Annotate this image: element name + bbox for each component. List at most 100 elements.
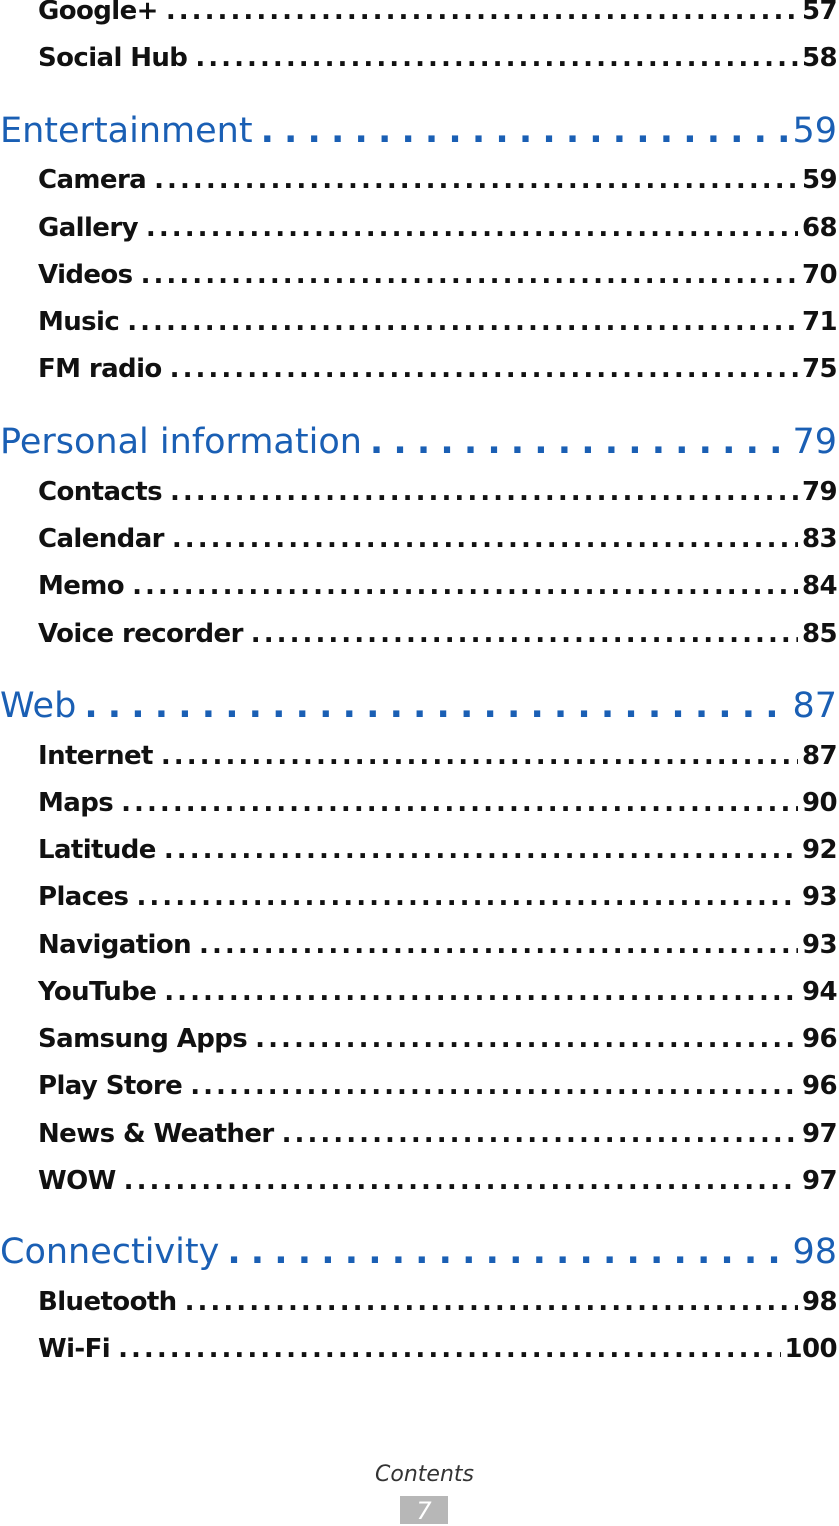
toc-entry-social-hub[interactable]: Social Hub 58 — [0, 43, 839, 83]
toc-entry-label: Calendar — [38, 524, 164, 554]
toc-entry-label: Gallery — [38, 213, 139, 243]
toc-section-page: 98 — [792, 1232, 837, 1272]
toc-entry-page: 68 — [802, 213, 838, 243]
toc-section-label: Entertainment — [0, 111, 253, 151]
toc-entry-youtube[interactable]: YouTube 94 — [0, 977, 839, 1017]
toc-entry-page: 100 — [784, 1334, 838, 1364]
toc-entry-page: 57 — [802, 0, 838, 26]
toc-entry-page: 97 — [802, 1119, 838, 1149]
toc-entry-label: News & Weather — [38, 1119, 274, 1149]
toc-entry-page: 94 — [802, 977, 838, 1007]
toc-entry-label: Social Hub — [38, 43, 188, 73]
dot-leader — [141, 260, 798, 290]
toc-entry-calendar[interactable]: Calendar 83 — [0, 524, 839, 564]
dot-leader — [127, 307, 798, 337]
toc-entry-contacts[interactable]: Contacts 79 — [0, 477, 839, 517]
toc-entry-page: 90 — [802, 788, 838, 818]
dot-leader — [132, 571, 798, 601]
dot-leader — [146, 213, 798, 243]
toc-entry-memo[interactable]: Memo 84 — [0, 571, 839, 611]
toc-entry-navigation[interactable]: Navigation 93 — [0, 930, 839, 970]
toc-entry-page: 59 — [802, 165, 838, 195]
toc-entry-page: 84 — [802, 571, 838, 601]
footer-contents-label: Contents — [375, 1462, 474, 1487]
dot-leader — [170, 477, 798, 507]
dot-leader — [261, 111, 789, 151]
toc-entry-label: Camera — [38, 165, 147, 195]
dot-leader — [136, 882, 798, 912]
dot-leader — [161, 741, 798, 771]
dot-leader — [170, 354, 798, 384]
toc-entry-label: Wi-Fi — [38, 1334, 111, 1364]
toc-entry-latitude[interactable]: Latitude 92 — [0, 835, 839, 875]
toc-section-entertainment[interactable]: Entertainment 59 — [0, 111, 839, 159]
toc-entry-label: WOW — [38, 1166, 116, 1196]
dot-leader — [164, 835, 798, 865]
toc-entry-page: 75 — [802, 354, 838, 384]
toc-section-connectivity[interactable]: Connectivity 98 — [0, 1232, 839, 1280]
toc-entry-label: Samsung Apps — [38, 1024, 248, 1054]
toc-entry-news-weather[interactable]: News & Weather 97 — [0, 1119, 839, 1159]
toc-section-personal-information[interactable]: Personal information 79 — [0, 422, 839, 470]
toc-entry-camera[interactable]: Camera 59 — [0, 165, 839, 205]
toc-entry-page: 98 — [802, 1287, 838, 1317]
dot-leader — [251, 619, 798, 649]
toc-section-label: Connectivity — [0, 1232, 220, 1272]
toc-entry-page: 70 — [802, 260, 838, 290]
dot-leader — [195, 43, 798, 73]
dot-leader — [164, 977, 798, 1007]
dot-leader — [282, 1119, 798, 1149]
toc-entry-page: 92 — [802, 835, 838, 865]
dot-leader — [84, 686, 788, 726]
dot-leader — [255, 1024, 798, 1054]
toc-entry-voice-recorder[interactable]: Voice recorder 85 — [0, 619, 839, 659]
dot-leader — [185, 1287, 798, 1317]
toc-entry-label: Latitude — [38, 835, 156, 865]
toc-entry-places[interactable]: Places 93 — [0, 882, 839, 922]
toc-entry-page: 97 — [802, 1166, 838, 1196]
toc-entry-wow[interactable]: WOW 97 — [0, 1166, 839, 1206]
toc-entry-page: 93 — [802, 930, 838, 960]
toc-entry-label: Voice recorder — [38, 619, 243, 649]
toc-entry-label: Music — [38, 307, 120, 337]
toc-entry-google-plus[interactable]: Google+ 57 — [0, 0, 839, 36]
dot-leader — [121, 788, 798, 818]
dot-leader — [166, 0, 798, 26]
toc-section-label: Personal information — [0, 422, 362, 462]
toc-entry-page: 79 — [802, 477, 838, 507]
toc-entry-bluetooth[interactable]: Bluetooth 98 — [0, 1287, 839, 1327]
toc-entry-wi-fi[interactable]: Wi-Fi 100 — [0, 1334, 839, 1374]
dot-leader — [118, 1334, 780, 1364]
toc-entry-label: FM radio — [38, 354, 162, 384]
toc-entry-label: Play Store — [38, 1071, 183, 1101]
toc-entry-gallery[interactable]: Gallery 68 — [0, 213, 839, 253]
dot-leader — [199, 930, 798, 960]
toc-entry-label: Places — [38, 882, 129, 912]
toc-entry-music[interactable]: Music 71 — [0, 307, 839, 347]
toc-entry-label: Maps — [38, 788, 114, 818]
toc-entry-page: 83 — [802, 524, 838, 554]
toc-entry-internet[interactable]: Internet 87 — [0, 741, 839, 781]
toc-entry-label: Internet — [38, 741, 153, 771]
toc-entry-maps[interactable]: Maps 90 — [0, 788, 839, 828]
toc-entry-label: Google+ — [38, 0, 158, 26]
toc-entry-fm-radio[interactable]: FM radio 75 — [0, 354, 839, 394]
toc-entry-play-store[interactable]: Play Store 96 — [0, 1071, 839, 1111]
toc-entry-page: 58 — [802, 43, 838, 73]
page-number-badge: 7 — [400, 1496, 448, 1525]
toc-section-web[interactable]: Web 87 — [0, 686, 839, 734]
toc-entry-videos[interactable]: Videos 70 — [0, 260, 839, 300]
toc-entry-samsung-apps[interactable]: Samsung Apps 96 — [0, 1024, 839, 1064]
toc-section-page: 79 — [792, 422, 837, 462]
toc-entry-label: YouTube — [38, 977, 157, 1007]
toc-entry-label: Contacts — [38, 477, 163, 507]
toc-entry-page: 93 — [802, 882, 838, 912]
dot-leader — [190, 1071, 798, 1101]
toc-section-label: Web — [0, 686, 77, 726]
toc-entry-page: 87 — [802, 741, 838, 771]
dot-leader — [124, 1166, 798, 1196]
toc-entry-label: Videos — [38, 260, 133, 290]
dot-leader — [370, 422, 789, 462]
toc-entry-page: 71 — [802, 307, 838, 337]
toc-entry-label: Memo — [38, 571, 125, 601]
